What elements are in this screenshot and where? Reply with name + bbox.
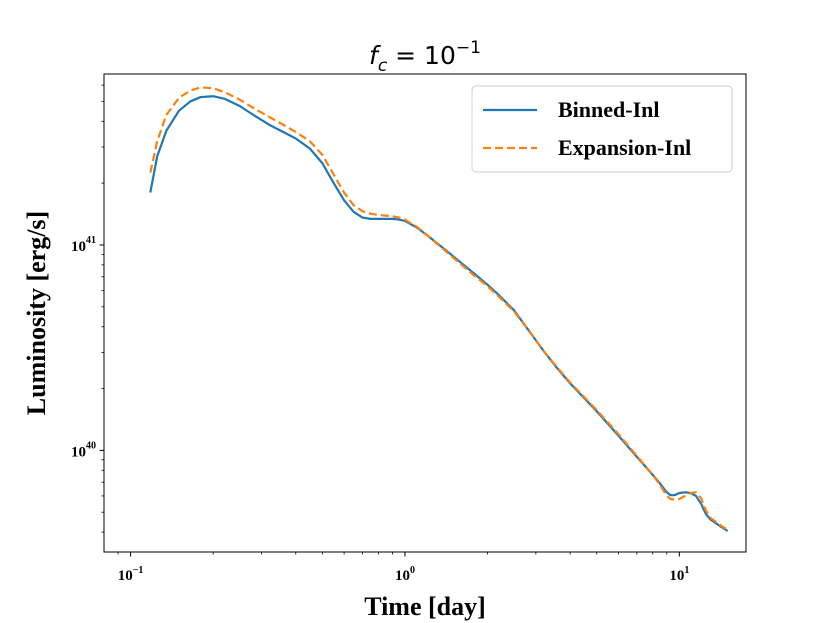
chart-title-superscript: −1 [456,38,481,58]
y-tick-label: 1040 [71,440,96,460]
chart-title: fc = 10−1 [369,38,481,76]
chart-title-subscript: c [378,56,388,76]
series-layer [149,86,729,532]
series-line-expansion-inl [149,86,729,531]
plot-frame [103,73,747,553]
legend: Binned-Inl Expansion-Inl [471,85,733,173]
x-tick-label: 100 [395,565,415,584]
x-tick-label: 101 [669,565,689,584]
x-axis-label: Time [day] [364,592,486,621]
major-ticks: 10−1 100 101 1040 1041 [71,235,689,584]
legend-label-binned-inl: Binned-Inl [558,97,660,122]
x-tick-label: 10−1 [118,565,144,584]
y-axis-label: Luminosity [erg/s] [22,211,51,415]
legend-box [471,85,733,173]
chart-title-equals: = 10 [387,41,456,70]
y-tick-label: 1041 [71,235,96,255]
legend-label-expansion-inl: Expansion-Inl [558,135,691,160]
